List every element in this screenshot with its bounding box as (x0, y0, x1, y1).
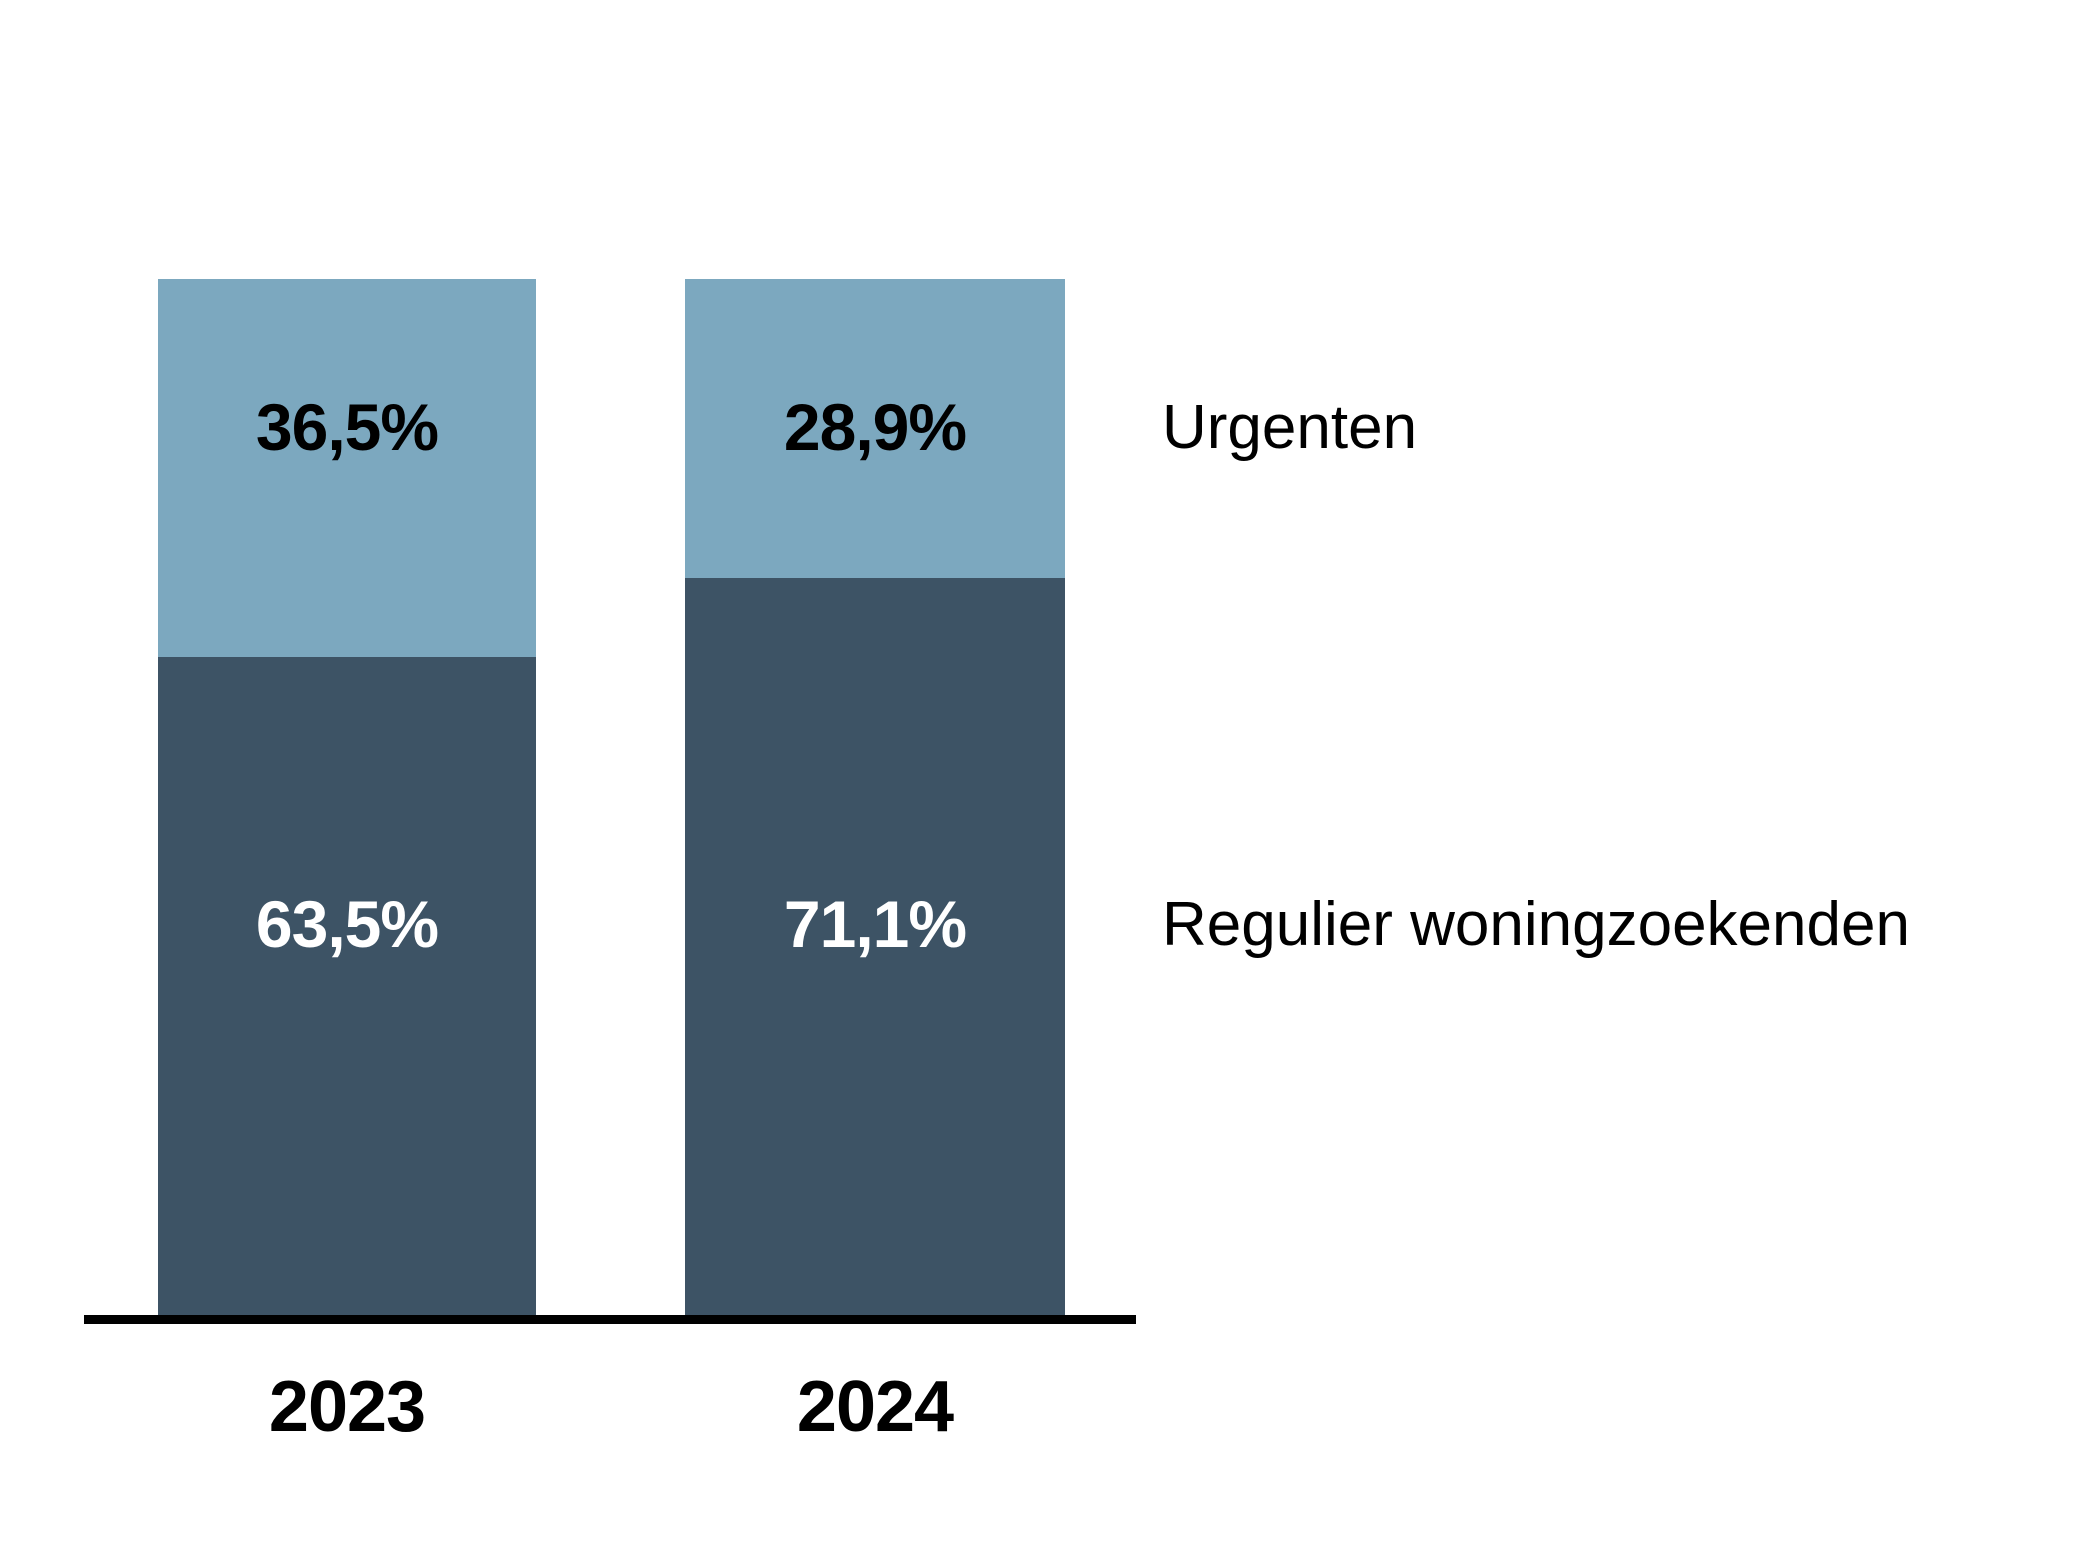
bar-2023-segment-urgenten (158, 279, 536, 658)
bar-2024-segment-regulier-woningzoekenden (685, 578, 1065, 1315)
legend-item-urgenten: Urgenten (1162, 393, 1418, 462)
x-tick-label-2023: 2023 (268, 1367, 426, 1447)
bar-2024-segment-urgenten (685, 279, 1065, 579)
value-label-regulier-2023: 63,5% (255, 887, 439, 961)
value-label-urgenten-2023: 36,5% (255, 390, 439, 464)
value-label-regulier-2024: 71,1% (783, 887, 967, 961)
x-tick-label-2024: 2024 (796, 1367, 954, 1447)
bar-2023 (158, 279, 536, 1315)
value-label-urgenten-2024: 28,9% (783, 390, 967, 464)
x-axis-baseline (84, 1315, 1136, 1324)
bar-2023-segment-regulier-woningzoekenden (158, 657, 536, 1315)
bar-2024 (685, 279, 1065, 1315)
legend-item-regulier-woningzoekenden: Regulier woningzoekenden (1162, 890, 1910, 959)
